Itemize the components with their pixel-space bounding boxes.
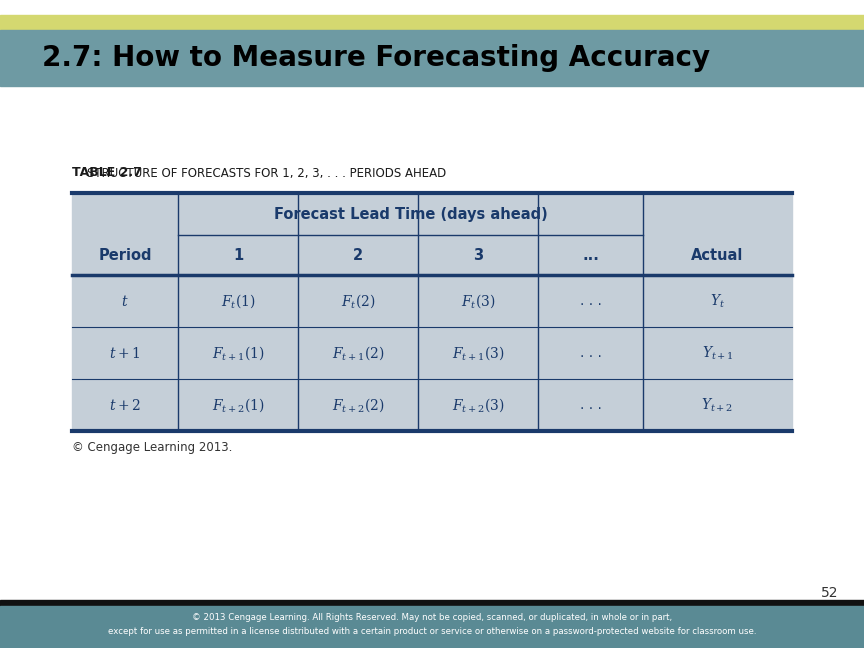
- Text: Forecast Lead Time (days ahead): Forecast Lead Time (days ahead): [274, 207, 548, 222]
- Text: © Cengage Learning 2013.: © Cengage Learning 2013.: [72, 441, 232, 454]
- Text: . . .: . . .: [580, 346, 601, 360]
- Bar: [0, 15, 864, 30]
- Text: 3: 3: [473, 248, 483, 262]
- Text: $t+1$: $t+1$: [110, 345, 141, 360]
- Text: Period: Period: [98, 248, 152, 262]
- Text: $F_{t+1}(3)$: $F_{t+1}(3)$: [452, 344, 505, 362]
- Text: TABLE 2.7: TABLE 2.7: [72, 167, 142, 179]
- Text: . . .: . . .: [580, 294, 601, 308]
- Text: $t$: $t$: [121, 294, 129, 308]
- Text: Actual: Actual: [691, 248, 744, 262]
- Text: $F_{t+2}(1)$: $F_{t+2}(1)$: [212, 396, 264, 414]
- Text: $Y_t$: $Y_t$: [710, 292, 725, 310]
- Bar: [72, 193, 792, 431]
- Text: 2.7: How to Measure Forecasting Accuracy: 2.7: How to Measure Forecasting Accuracy: [42, 44, 710, 72]
- Bar: [0, 600, 864, 606]
- Text: $F_{t+1}(1)$: $F_{t+1}(1)$: [212, 344, 264, 362]
- Text: $t+2$: $t+2$: [109, 397, 141, 413]
- Text: 52: 52: [822, 586, 839, 600]
- Text: © 2013 Cengage Learning. All Rights Reserved. May not be copied, scanned, or dup: © 2013 Cengage Learning. All Rights Rese…: [192, 614, 672, 623]
- Bar: [0, 606, 864, 648]
- Text: STRUCTURE OF FORECASTS FOR 1, 2, 3, . . . PERIODS AHEAD: STRUCTURE OF FORECASTS FOR 1, 2, 3, . . …: [72, 167, 446, 179]
- Text: $F_t(2)$: $F_t(2)$: [340, 292, 375, 310]
- Text: $F_{t+2}(2)$: $F_{t+2}(2)$: [332, 396, 384, 414]
- Text: ...: ...: [582, 248, 599, 262]
- Text: $F_{t+1}(2)$: $F_{t+1}(2)$: [332, 344, 384, 362]
- Text: $Y_{t+1}$: $Y_{t+1}$: [702, 344, 734, 362]
- Text: $F_{t+2}(3)$: $F_{t+2}(3)$: [452, 396, 505, 414]
- Text: $F_t(1)$: $F_t(1)$: [220, 292, 256, 310]
- Bar: [0, 30, 864, 86]
- Text: $Y_{t+2}$: $Y_{t+2}$: [702, 397, 734, 413]
- Text: 2: 2: [353, 248, 363, 262]
- Text: except for use as permitted in a license distributed with a certain product or s: except for use as permitted in a license…: [108, 627, 756, 636]
- Text: $F_t(3)$: $F_t(3)$: [461, 292, 495, 310]
- Text: 1: 1: [233, 248, 243, 262]
- Text: . . .: . . .: [580, 398, 601, 412]
